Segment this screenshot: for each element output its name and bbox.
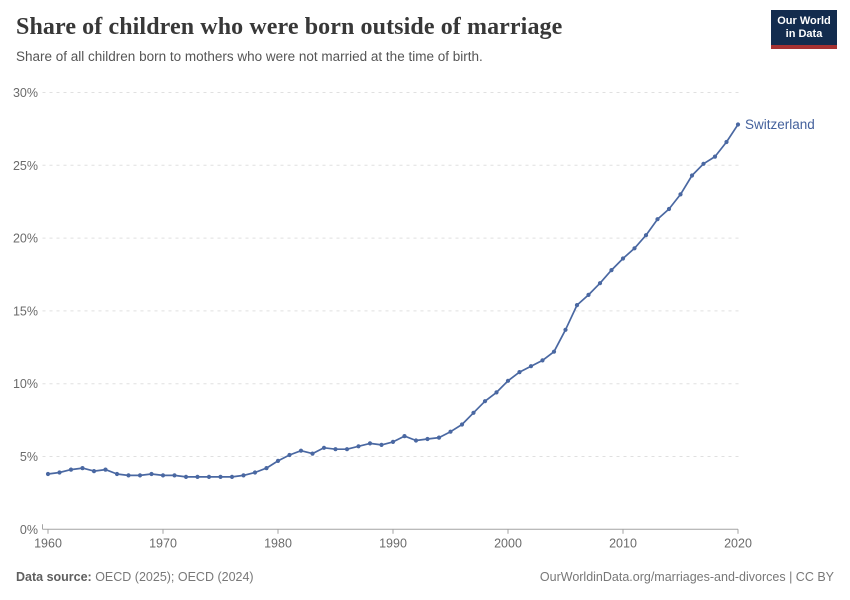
data-point-switzerland-2020[interactable]: [735, 122, 741, 127]
data-point-switzerland-2005[interactable]: [563, 327, 568, 332]
data-point-switzerland-1966[interactable]: [114, 471, 120, 477]
y-tick-label-5: 5%: [20, 450, 38, 464]
data-point-switzerland-1990[interactable]: [390, 439, 396, 444]
y-tick-label-10: 10%: [13, 377, 38, 391]
data-point-switzerland-1985[interactable]: [333, 447, 338, 452]
data-point-switzerland-1976[interactable]: [229, 474, 235, 479]
data-point-switzerland-1980[interactable]: [275, 458, 281, 463]
data-point-switzerland-2018[interactable]: [712, 154, 718, 159]
data-point-switzerland-1975[interactable]: [218, 474, 223, 479]
y-tick-label-0: 0%: [20, 523, 38, 537]
data-point-switzerland-1997[interactable]: [471, 410, 476, 415]
data-point-switzerland-1993[interactable]: [425, 436, 430, 442]
owid-credit-link[interactable]: OurWorldinData.org/marriages-and-divorce…: [539, 570, 834, 584]
y-tick-label-20: 20%: [13, 232, 38, 246]
data-point-switzerland-1991[interactable]: [402, 434, 407, 439]
data-point-switzerland-1983[interactable]: [310, 451, 315, 456]
data-point-switzerland-1982[interactable]: [298, 448, 304, 453]
data-point-switzerland-1988[interactable]: [367, 441, 373, 446]
chart-subtitle: Share of all children born to mothers wh…: [16, 49, 483, 64]
data-point-switzerland-1962[interactable]: [68, 467, 74, 472]
data-point-switzerland-2004[interactable]: [551, 349, 557, 354]
chart-title: Share of children who were born outside …: [16, 14, 563, 40]
owid-logo[interactable]: Our World in Data: [771, 10, 837, 49]
x-tick-label-2000: 2000: [494, 536, 522, 550]
x-tick-label-1970: 1970: [149, 536, 177, 550]
data-point-switzerland-1986[interactable]: [344, 447, 350, 452]
x-tick-label-2010: 2010: [609, 536, 637, 550]
data-point-switzerland-2000[interactable]: [505, 378, 511, 383]
data-source-text: Data source: OECD (2025); OECD (2024): [16, 570, 254, 584]
y-tick-label-30: 30%: [13, 86, 38, 100]
data-point-switzerland-1998[interactable]: [482, 399, 488, 404]
data-point-switzerland-1963[interactable]: [80, 466, 85, 471]
data-point-switzerland-1961[interactable]: [57, 470, 62, 475]
data-source-label: Data source:: [16, 570, 92, 584]
data-point-switzerland-1972[interactable]: [183, 474, 189, 479]
x-tick-label-1980: 1980: [264, 536, 292, 550]
data-point-switzerland-2010[interactable]: [620, 256, 626, 261]
data-point-switzerland-2006[interactable]: [574, 303, 580, 308]
data-point-switzerland-2008[interactable]: [597, 281, 603, 286]
x-tick-label-2020: 2020: [724, 536, 752, 550]
data-point-switzerland-2007[interactable]: [586, 292, 591, 297]
data-point-switzerland-2012[interactable]: [643, 233, 649, 238]
data-point-switzerland-1979[interactable]: [264, 466, 269, 471]
data-point-switzerland-1978[interactable]: [252, 470, 258, 475]
chart-footer: Data source: OECD (2025); OECD (2024) Ou…: [16, 570, 834, 584]
data-point-switzerland-1973[interactable]: [195, 474, 200, 479]
series-line-switzerland[interactable]: [47, 124, 739, 478]
data-point-switzerland-2001[interactable]: [517, 370, 522, 375]
data-point-switzerland-2002[interactable]: [528, 364, 534, 369]
data-point-switzerland-2003[interactable]: [540, 358, 545, 363]
x-tick-label-1960: 1960: [34, 536, 62, 550]
data-point-switzerland-1977[interactable]: [241, 473, 246, 478]
data-point-switzerland-2009[interactable]: [609, 268, 614, 273]
data-point-switzerland-2011[interactable]: [632, 246, 637, 251]
data-point-switzerland-2016[interactable]: [689, 173, 695, 178]
data-point-switzerland-1964[interactable]: [91, 469, 97, 474]
data-point-switzerland-1971[interactable]: [172, 473, 177, 478]
chart-header: Share of children who were born outside …: [16, 12, 756, 65]
data-point-switzerland-2013[interactable]: [655, 217, 660, 222]
data-point-switzerland-1970[interactable]: [160, 473, 166, 478]
data-source-value: OECD (2025); OECD (2024): [91, 570, 254, 584]
data-point-switzerland-1999[interactable]: [494, 390, 499, 395]
data-point-switzerland-1994[interactable]: [436, 435, 442, 440]
data-point-switzerland-2019[interactable]: [724, 139, 729, 145]
data-point-switzerland-1960[interactable]: [45, 471, 51, 477]
data-point-switzerland-1995[interactable]: [448, 429, 453, 434]
data-point-switzerland-1981[interactable]: [287, 452, 292, 458]
y-tick-label-15: 15%: [13, 304, 38, 318]
series-end-label-switzerland[interactable]: Switzerland: [745, 117, 815, 132]
data-point-switzerland-1984[interactable]: [321, 445, 327, 450]
owid-logo-red-bar: [771, 45, 837, 49]
data-point-switzerland-1967[interactable]: [126, 473, 131, 478]
data-point-switzerland-2014[interactable]: [666, 206, 672, 212]
data-point-switzerland-1996[interactable]: [459, 422, 465, 427]
y-tick-label-25: 25%: [13, 159, 38, 173]
data-point-switzerland-1969[interactable]: [149, 471, 154, 477]
data-point-switzerland-1989[interactable]: [379, 442, 384, 447]
owid-logo-line1: Our World: [777, 15, 831, 27]
data-point-switzerland-1965[interactable]: [103, 467, 108, 472]
data-point-switzerland-1992[interactable]: [413, 438, 419, 443]
data-point-switzerland-2015[interactable]: [678, 192, 683, 197]
data-point-switzerland-1968[interactable]: [137, 473, 143, 478]
x-tick-label-1990: 1990: [379, 536, 407, 550]
data-point-switzerland-1987[interactable]: [356, 444, 361, 449]
owid-logo-line2: in Data: [785, 27, 823, 40]
data-point-switzerland-2017[interactable]: [701, 161, 706, 166]
owid-logo-box: Our World in Data: [771, 10, 837, 45]
data-point-switzerland-1974[interactable]: [206, 474, 212, 479]
